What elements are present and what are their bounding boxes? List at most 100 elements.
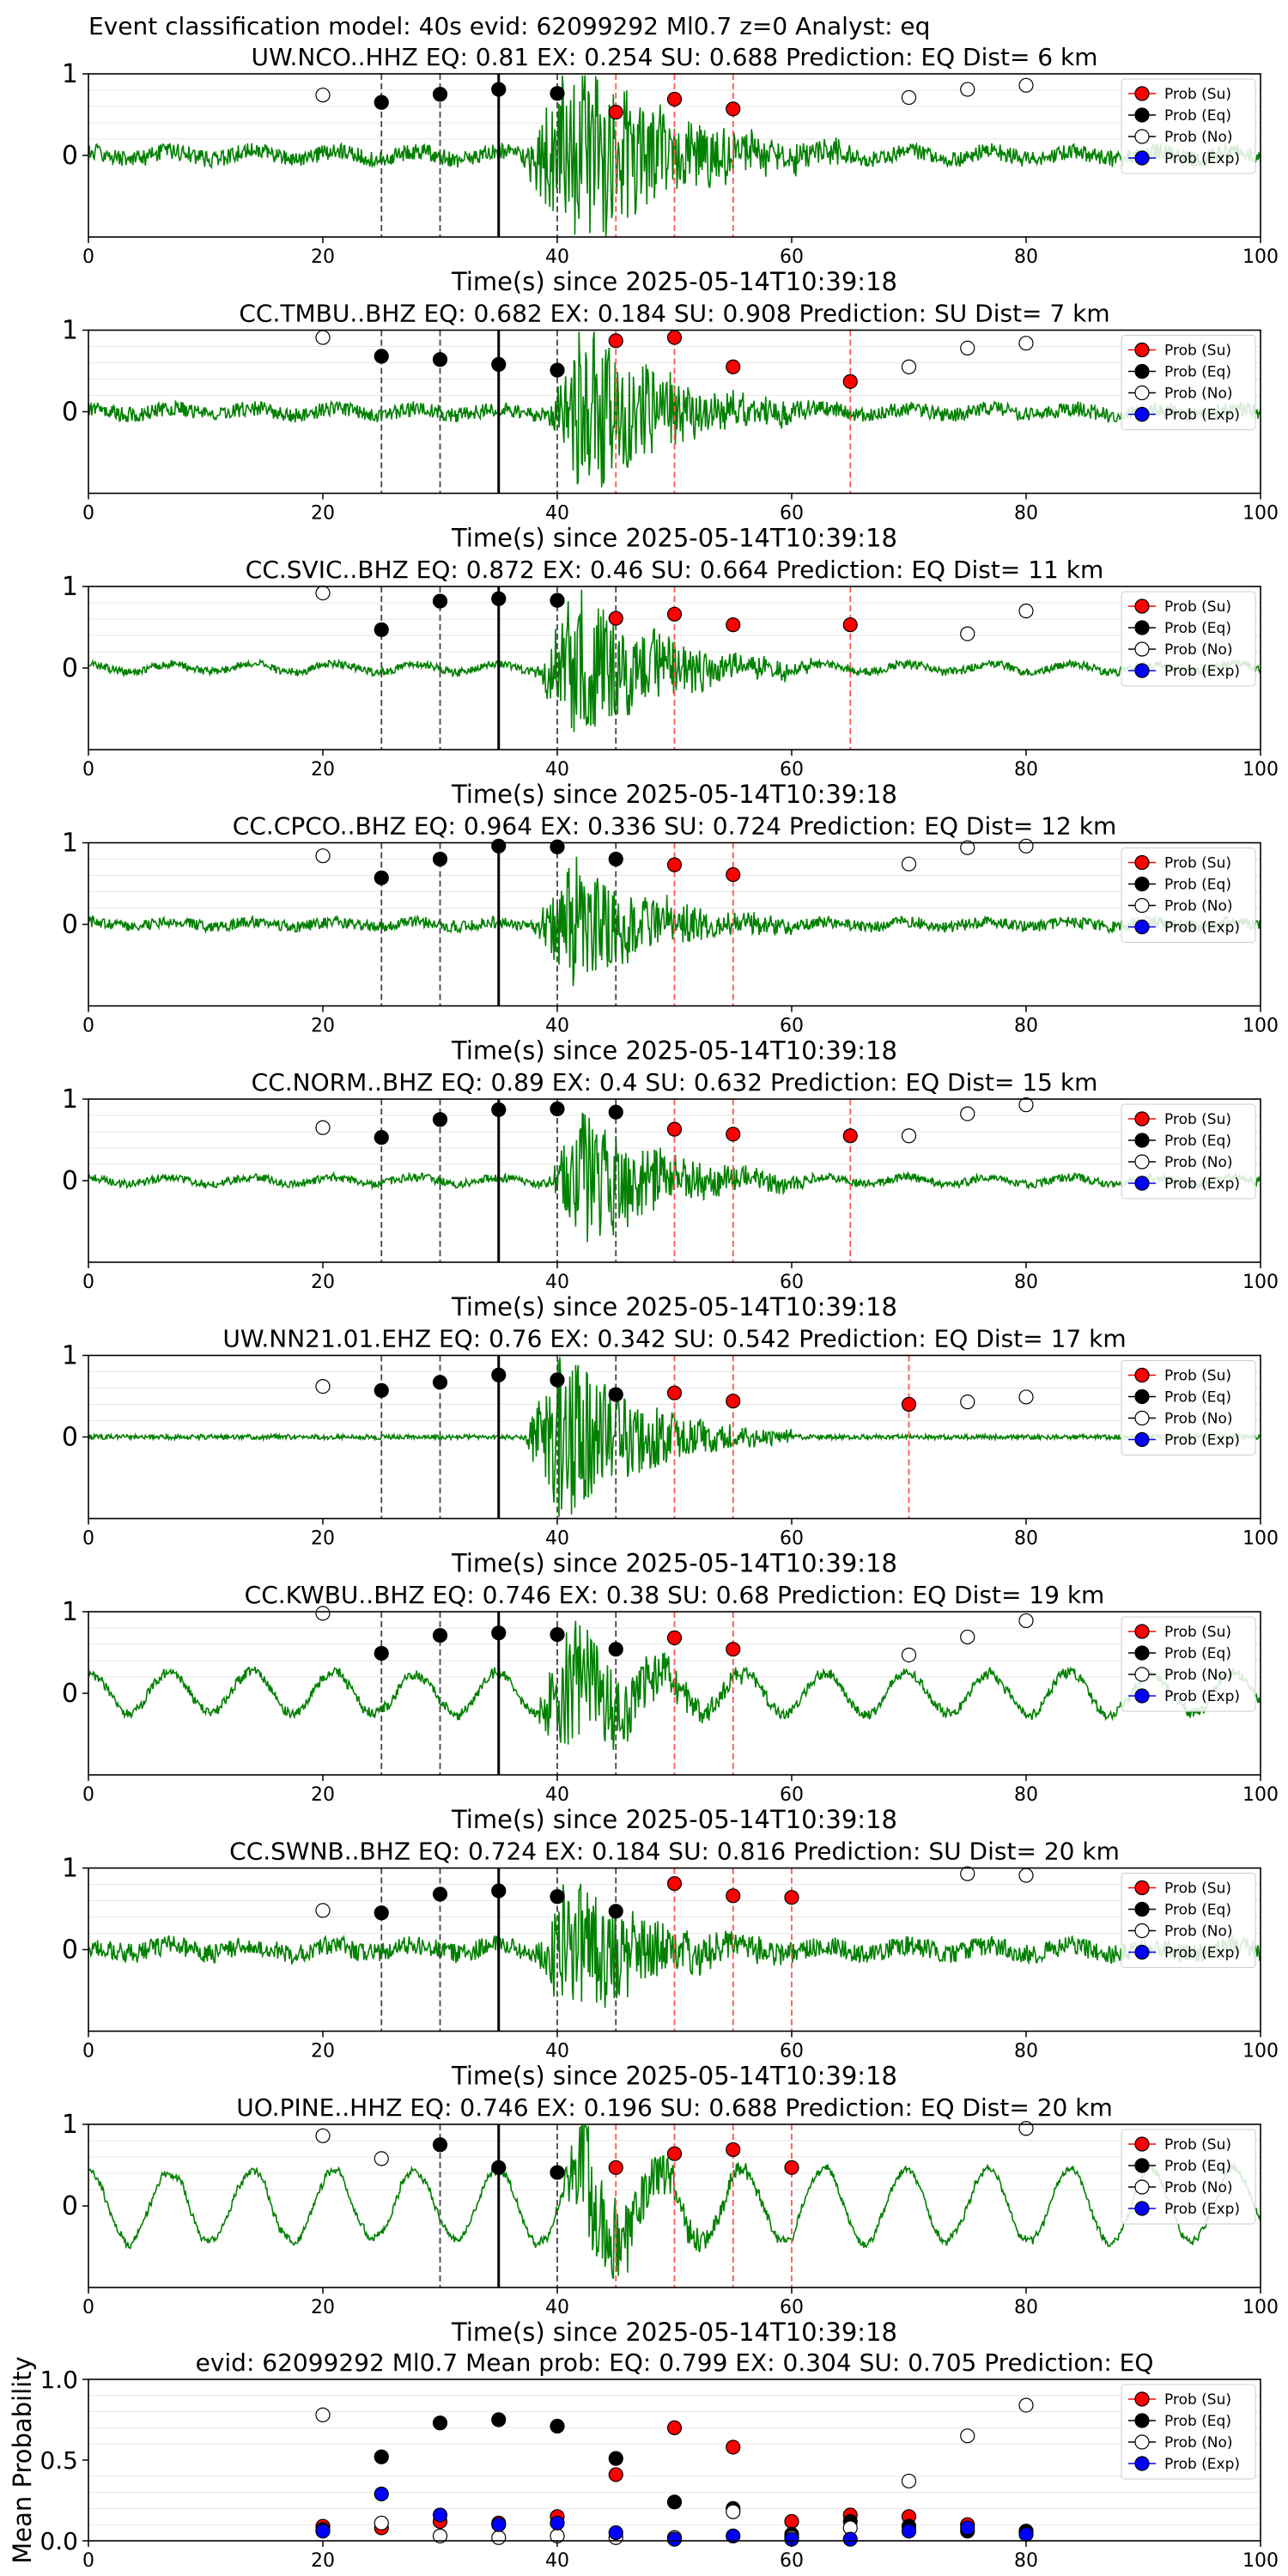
prob-point xyxy=(374,1382,389,1398)
prob-point xyxy=(374,870,389,885)
legend-label: Prob (Exp) xyxy=(1164,663,1240,680)
prob-point xyxy=(608,2160,623,2175)
legend-marker xyxy=(1134,2136,1150,2152)
legend-box xyxy=(1121,848,1256,943)
subplot-2: CC.TMBU..BHZ EQ: 0.682 EX: 0.184 SU: 0.9… xyxy=(62,300,1279,553)
subplot-title: CC.SWNB..BHZ EQ: 0.724 EX: 0.184 SU: 0.8… xyxy=(229,1838,1120,1866)
x-tick-label: 60 xyxy=(780,1016,804,1037)
prob-point xyxy=(1018,1868,1034,1883)
prob-point xyxy=(726,2439,741,2455)
x-tick-label: 20 xyxy=(311,1528,335,1550)
prob-point xyxy=(842,374,858,389)
legend-label: Prob (Su) xyxy=(1164,1880,1231,1898)
legend-marker xyxy=(1134,2434,1150,2450)
x-tick-label: 0 xyxy=(82,2550,94,2572)
x-tick-label: 60 xyxy=(780,503,804,525)
legend-marker xyxy=(1134,1645,1150,1661)
prob-point xyxy=(726,866,741,883)
prob-point xyxy=(960,626,975,641)
prob-point xyxy=(550,2418,565,2434)
legend-marker xyxy=(1134,1624,1150,1639)
waveform-trace xyxy=(88,1620,1261,1750)
prob-point xyxy=(315,2407,331,2422)
prob-point xyxy=(901,1128,917,1144)
prob-point xyxy=(666,330,683,345)
prob-point xyxy=(374,2515,389,2530)
legend-box xyxy=(1121,591,1256,687)
prob-point xyxy=(726,101,741,117)
x-tick-label: 80 xyxy=(1014,2041,1038,2063)
prob-point xyxy=(666,1630,683,1646)
legend-marker xyxy=(1134,620,1150,635)
x-tick-label: 0 xyxy=(82,2297,94,2318)
y-tick-label: 1 xyxy=(62,316,78,346)
x-tick-label: 20 xyxy=(311,1272,335,1293)
x-axis-label: Time(s) since 2025-05-14T10:39:18 xyxy=(451,267,897,296)
y-tick-label: 1 xyxy=(62,1854,78,1884)
prob-point xyxy=(491,1102,507,1117)
prob-point xyxy=(726,359,741,374)
prob-point xyxy=(550,1101,565,1117)
legend-marker xyxy=(1134,1688,1150,1704)
legend-label: Prob (Su) xyxy=(1164,2136,1231,2154)
subplot-8: CC.SWNB..BHZ EQ: 0.724 EX: 0.184 SU: 0.8… xyxy=(62,1838,1279,2091)
subplot-title: CC.CPCO..BHZ EQ: 0.964 EX: 0.336 SU: 0.7… xyxy=(233,812,1116,841)
y-tick-label: 0.0 xyxy=(39,2527,78,2555)
x-tick-label: 100 xyxy=(1242,2297,1279,2318)
prob-point xyxy=(960,1106,975,1121)
legend-marker xyxy=(1134,2158,1150,2173)
x-tick-label: 40 xyxy=(545,246,569,268)
legend: Prob (Su) Prob (Eq) Prob (No) Prob (Exp) xyxy=(1121,335,1256,430)
x-axis-label: Time(s) since 2025-05-14T10:39:18 xyxy=(451,2062,897,2091)
prob-point xyxy=(374,1905,389,1921)
legend: Prob (Su) Prob (Eq) Prob (No) Prob (Exp) xyxy=(1121,591,1256,687)
x-tick-label: 60 xyxy=(780,2041,804,2063)
prob-point xyxy=(1018,77,1034,93)
prob-point xyxy=(432,851,448,867)
prob-point xyxy=(726,1394,741,1409)
prob-point xyxy=(550,1889,565,1905)
prob-point xyxy=(666,606,683,622)
prob-point xyxy=(608,1642,623,1657)
prob-point xyxy=(1018,2121,1034,2136)
y-tick-label: 0 xyxy=(62,141,78,171)
legend-label: Prob (No) xyxy=(1164,386,1233,403)
prob-point xyxy=(432,2507,448,2523)
prob-point xyxy=(432,1627,448,1643)
legend: Prob (Su) Prob (Eq) Prob (No) Prob (Exp) xyxy=(1121,1360,1256,1455)
prob-point xyxy=(491,2160,507,2175)
x-tick-label: 80 xyxy=(1014,246,1038,268)
legend-label: Prob (Eq) xyxy=(1164,2158,1231,2175)
x-tick-label: 100 xyxy=(1242,1528,1279,1550)
prob-point xyxy=(1018,1389,1034,1405)
y-axis-label: Mean Probability xyxy=(8,2356,37,2564)
prob-point xyxy=(666,1121,683,1137)
x-tick-label: 20 xyxy=(311,1016,335,1037)
legend-label: Prob (Su) xyxy=(1164,1368,1231,1385)
legend-marker xyxy=(1134,919,1150,935)
legend-label: Prob (Eq) xyxy=(1164,1389,1231,1406)
prob-point xyxy=(1018,336,1034,351)
subplot-4: CC.CPCO..BHZ EQ: 0.964 EX: 0.336 SU: 0.7… xyxy=(62,812,1279,1066)
x-tick-label: 80 xyxy=(1014,1528,1038,1550)
legend-label: Prob (Su) xyxy=(1164,855,1231,872)
y-tick-label: 1 xyxy=(62,1084,78,1115)
subplot-title: UO.PINE..HHZ EQ: 0.746 EX: 0.196 SU: 0.6… xyxy=(236,2093,1112,2122)
legend: Prob (Su) Prob (Eq) Prob (No) Prob (Exp) xyxy=(1121,848,1256,943)
x-tick-label: 40 xyxy=(545,2297,569,2318)
prob-point xyxy=(432,1375,448,1390)
legend-label: Prob (Su) xyxy=(1164,2391,1231,2409)
waveform-trace xyxy=(88,331,1261,488)
prob-point xyxy=(374,2151,389,2166)
x-tick-label: 60 xyxy=(780,1784,804,1806)
prob-point xyxy=(491,838,507,854)
legend-label: Prob (Eq) xyxy=(1164,107,1231,125)
x-tick-label: 100 xyxy=(1242,1784,1279,1806)
legend-marker xyxy=(1134,129,1150,144)
prob-point xyxy=(315,1606,331,1621)
legend-box xyxy=(1121,1103,1256,1200)
prob-point xyxy=(374,1130,389,1145)
legend-marker xyxy=(1134,2413,1150,2428)
prob-point xyxy=(550,1626,565,1643)
x-tick-label: 40 xyxy=(545,1784,569,1806)
